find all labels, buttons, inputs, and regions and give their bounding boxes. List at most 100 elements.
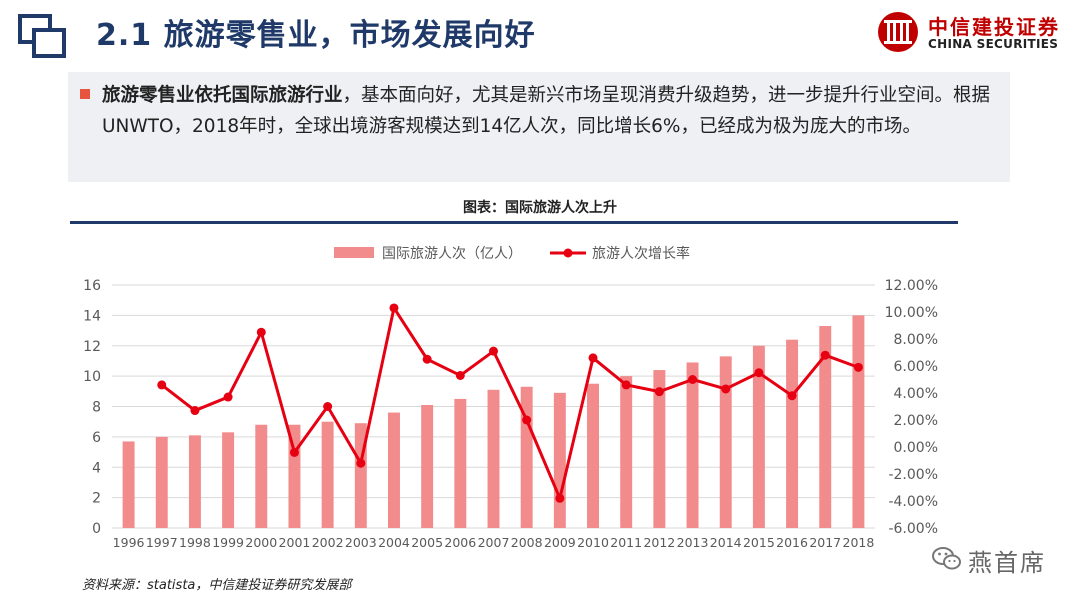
growth-rate-line — [160, 306, 859, 500]
bar — [354, 423, 367, 528]
window-icon — [18, 14, 66, 58]
x-tick-label: 2014 — [710, 535, 742, 550]
line-point — [389, 303, 399, 313]
x-tick-label: 2007 — [478, 535, 510, 550]
x-tick-label: 1998 — [179, 535, 211, 550]
right-tick-label: -4.00% — [888, 494, 938, 510]
bar — [155, 436, 168, 528]
page-title: 2.1 旅游零售业，市场发展向好 — [96, 18, 536, 53]
right-tick-label: 12.00% — [885, 278, 938, 294]
bar — [520, 386, 533, 528]
summary-lead: 旅游零售业依托国际旅游行业 — [102, 85, 343, 106]
line-point — [853, 362, 863, 372]
watermark: 燕首席 — [932, 540, 1062, 580]
left-tick-label: 10 — [83, 369, 101, 385]
line-point — [754, 368, 764, 378]
x-tick-label: 2005 — [411, 535, 443, 550]
left-axis: 0 2 4 6 8 10 12 14 16 — [83, 278, 101, 537]
line-point — [289, 447, 299, 457]
bar — [122, 441, 135, 528]
line-point — [190, 406, 200, 416]
line-point — [555, 493, 565, 503]
bar — [686, 362, 699, 528]
line-point — [489, 346, 498, 356]
x-tick-label: 2008 — [511, 535, 543, 550]
x-tick-label: 1999 — [212, 535, 244, 550]
x-tick-label: 2015 — [743, 535, 775, 550]
chart-caption: 图表：国际旅游人次上升 — [463, 200, 617, 216]
x-tick-label: 2010 — [577, 535, 609, 550]
left-tick-label: 12 — [83, 339, 101, 355]
line-point — [688, 375, 698, 384]
line-point — [323, 402, 333, 411]
x-tick-label: 2006 — [444, 535, 476, 550]
summary-body: ，基本面向好，尤其是新兴市场呈现消费升级趋势，进一步提升行业空间。根据UNWTO… — [102, 85, 991, 137]
x-axis: 1996 1997 1998 1999 2000 2001 2002 2003 2004 2005… — [113, 535, 875, 550]
right-tick-label: 10.00% — [885, 305, 938, 321]
bar-series — [122, 315, 865, 528]
line-series — [157, 303, 863, 503]
left-tick-label: 0 — [92, 521, 101, 537]
right-tick-label: -6.00% — [888, 521, 938, 537]
x-tick-label: 2016 — [776, 535, 808, 550]
line-point — [157, 380, 167, 390]
x-tick-label: 2012 — [643, 535, 675, 550]
left-tick-label: 6 — [92, 430, 101, 446]
line-point — [787, 391, 797, 401]
legend-bar-label: 国际旅游人次（亿人） — [382, 246, 522, 262]
bar — [255, 424, 268, 528]
brand-logo-block: 中信建投证券 CHINA SECURITIES — [876, 8, 1066, 58]
bar — [852, 315, 865, 528]
line-point — [654, 387, 664, 397]
bar — [188, 435, 201, 528]
x-tick-label: 2018 — [843, 535, 875, 550]
left-tick-label: 8 — [92, 400, 101, 416]
chart-legend: 国际旅游人次（亿人） 旅游人次增长率 — [334, 245, 690, 262]
bar — [819, 326, 832, 528]
bar — [786, 339, 799, 528]
bar — [288, 424, 301, 528]
caption-rule — [70, 221, 958, 224]
line-point — [522, 415, 532, 425]
line-point — [256, 327, 266, 337]
brand-name-en: CHINA SECURITIES — [928, 37, 1059, 51]
bar — [454, 398, 467, 528]
x-tick-label: 1997 — [146, 535, 178, 550]
right-axis: -6.00% -4.00% -2.00% 0.00% 2.00% 4.00% 6.00% 8.… — [885, 278, 938, 537]
bar — [752, 345, 765, 528]
bar — [388, 412, 400, 528]
right-tick-label: 4.00% — [894, 386, 938, 402]
x-tick-label: 2017 — [809, 535, 841, 550]
line-point — [356, 458, 366, 468]
line-point — [422, 354, 432, 364]
bar — [487, 389, 500, 528]
right-tick-label: 2.00% — [894, 413, 938, 429]
line-point — [820, 350, 830, 360]
line-point — [455, 370, 465, 380]
line-point — [588, 353, 598, 363]
wechat-icon — [932, 547, 961, 570]
x-tick-label: 2011 — [610, 535, 642, 550]
bar — [587, 383, 599, 528]
brand-name-cn: 中信建投证券 — [928, 15, 1060, 39]
watermark-text: 燕首席 — [968, 549, 1046, 577]
left-tick-label: 14 — [83, 308, 101, 324]
summary-text: 旅游零售业依托国际旅游行业，基本面向好，尤其是新兴市场呈现消费升级趋势，进一步提… — [102, 80, 1002, 142]
x-tick-label: 2013 — [677, 535, 709, 550]
right-tick-label: -2.00% — [888, 467, 938, 483]
line-point — [721, 384, 731, 394]
x-tick-label: 2001 — [279, 535, 311, 550]
legend-line-label: 旅游人次增长率 — [592, 245, 690, 262]
citic-logo — [878, 12, 918, 52]
left-tick-label: 4 — [92, 460, 101, 476]
bar — [620, 376, 633, 528]
bar — [653, 370, 666, 528]
right-tick-label: 0.00% — [894, 440, 938, 456]
bar — [222, 432, 235, 528]
line-point — [621, 380, 631, 390]
summary-box: 旅游零售业依托国际旅游行业，基本面向好，尤其是新兴市场呈现消费升级趋势，进一步提… — [68, 72, 1010, 182]
x-tick-label: 2009 — [544, 535, 576, 550]
bullet-icon — [80, 89, 90, 99]
x-tick-label: 2000 — [245, 535, 277, 550]
right-tick-label: 6.00% — [894, 359, 938, 375]
